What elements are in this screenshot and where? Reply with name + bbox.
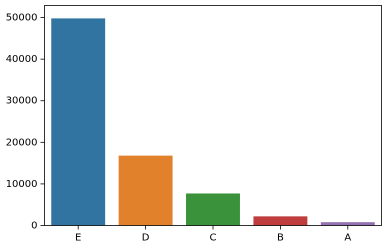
bar <box>186 193 240 226</box>
bar <box>51 18 106 226</box>
x-tick-label: A <box>344 233 351 244</box>
y-tick-label: 30000 <box>6 96 38 107</box>
x-tick-label: C <box>210 233 217 244</box>
bar <box>253 216 308 226</box>
axes-frame <box>44 5 382 226</box>
y-tick-label: 40000 <box>6 54 38 65</box>
y-tick-label: 50000 <box>6 13 38 24</box>
x-tick-label: D <box>142 233 150 244</box>
y-tick-label: 0 <box>31 221 37 232</box>
x-tick-label: B <box>277 233 284 244</box>
y-tick-label: 20000 <box>6 137 38 148</box>
y-tick-label: 10000 <box>6 179 38 190</box>
bar <box>118 155 173 226</box>
bar <box>320 222 375 226</box>
x-tick-label: E <box>75 233 81 244</box>
